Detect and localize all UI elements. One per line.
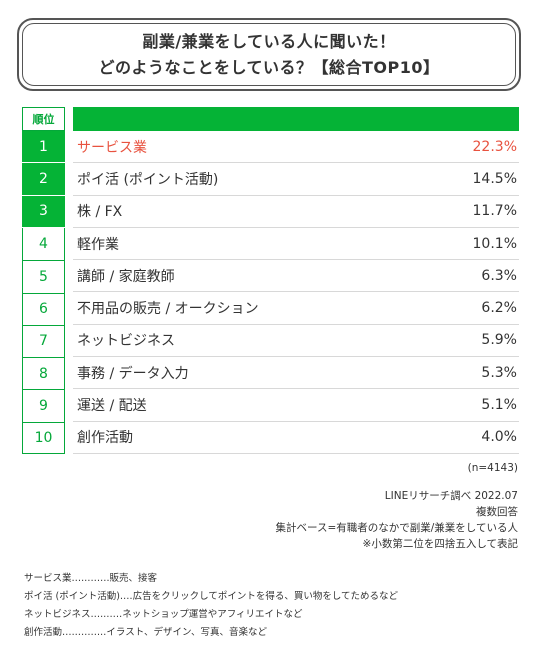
- footnote-poikatsu: ポイ活 (ポイント活動)‥‥広告をクリックしてポイントを得る、買い物をしてためる…: [24, 591, 399, 602]
- table-row: 軽作業 10.1%: [73, 228, 519, 261]
- row-label: 創作活動: [77, 430, 133, 447]
- table-row: 株 / FX 11.7%: [73, 196, 519, 228]
- table-row: 事務 / データ入力 5.3%: [73, 357, 519, 390]
- table-header-bar: [73, 107, 519, 131]
- row-label: 軽作業: [77, 236, 119, 253]
- footnote-creative: 創作活動‥‥‥‥‥‥‥イラスト、デザイン、写真、音楽など: [24, 627, 267, 638]
- row-label: 運送 / 配送: [77, 398, 147, 415]
- title-line-2: どのようなことをしている？【総合TOP10】: [98, 57, 440, 77]
- rounding-note: ※小数第二位を四捨五入して表記: [362, 538, 518, 550]
- rank-number: 4: [39, 236, 48, 253]
- rank-number: 10: [22, 421, 65, 454]
- row-label: ポイ活 (ポイント活動): [77, 171, 219, 188]
- row-value: 6.2%: [481, 300, 517, 317]
- table-row: 創作活動 4.0%: [73, 422, 519, 454]
- row-value: 14.5%: [472, 170, 517, 187]
- row-value: 4.0%: [481, 429, 517, 446]
- row-value: 5.9%: [481, 332, 517, 349]
- rank-number: 5: [22, 260, 65, 292]
- row-label: 株 / FX: [77, 204, 123, 221]
- source-note: LINEリサーチ調べ 2022.07: [384, 490, 518, 502]
- row-label: ネットビジネス: [77, 333, 175, 350]
- table-row: 不用品の販売 / オークション 6.2%: [73, 293, 519, 325]
- rank-number: 9: [22, 389, 65, 421]
- title-line-1: 副業/兼業をしている人に聞いた！: [142, 31, 396, 51]
- row-value: 6.3%: [481, 267, 517, 284]
- table-row: ネットビジネス 5.9%: [73, 325, 519, 358]
- row-value: 22.3%: [472, 138, 517, 155]
- footnote-net-business: ネットビジネス‥‥‥‥‥ネットショップ運営やアフィリエイトなど: [24, 609, 303, 620]
- sample-size: (n=4143): [467, 462, 518, 474]
- base-note: 集計ベース=有職者のなかで副業/兼業をしている人: [275, 522, 519, 534]
- row-value: 5.3%: [481, 364, 517, 381]
- title-box-inner: 副業/兼業をしている人に聞いた！ どのようなことをしている？【総合TOP10】: [22, 23, 516, 86]
- rank-number: 3: [22, 195, 65, 228]
- row-value: 11.7%: [472, 203, 517, 220]
- title-box: 副業/兼業をしている人に聞いた！ どのようなことをしている？【総合TOP10】: [17, 18, 521, 91]
- row-label: サービス業: [77, 139, 147, 156]
- row-label: 事務 / データ入力: [77, 365, 189, 382]
- rank-number: 7: [22, 324, 65, 357]
- rank-number: 6: [22, 292, 65, 325]
- table-row: ポイ活 (ポイント活動) 14.5%: [73, 163, 519, 196]
- table-row: 講師 / 家庭教師 6.3%: [73, 260, 519, 293]
- row-value: 10.1%: [472, 235, 517, 252]
- footnote-service: サービス業‥‥‥‥‥‥販売、接客: [24, 573, 158, 584]
- rank-column-header: 順位: [22, 107, 65, 131]
- table-row: 運送 / 配送 5.1%: [73, 389, 519, 422]
- row-label: 不用品の販売 / オークション: [77, 301, 259, 318]
- rank-number: 2: [22, 163, 65, 196]
- row-value: 5.1%: [481, 397, 517, 414]
- rank-number: 8: [22, 357, 65, 389]
- row-label: 講師 / 家庭教師: [77, 268, 175, 285]
- table-row: サービス業 22.3%: [73, 131, 519, 164]
- multiple-answer-note: 複数回答: [476, 506, 518, 518]
- rank-number: 1: [22, 131, 65, 164]
